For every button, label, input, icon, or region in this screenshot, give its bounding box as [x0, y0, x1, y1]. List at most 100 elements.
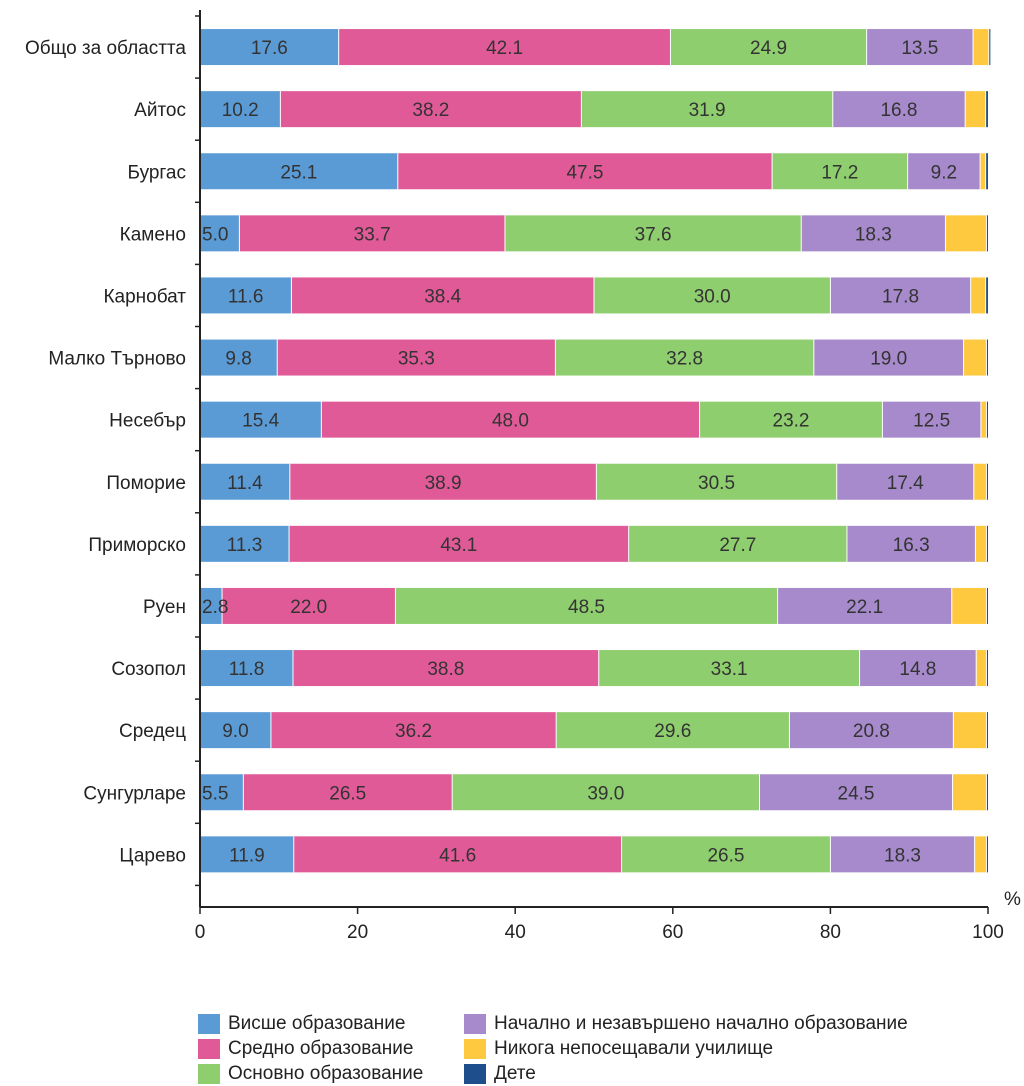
bar-segment — [596, 463, 837, 500]
bar-segment — [986, 401, 988, 438]
category-label: Средец — [119, 721, 186, 742]
bar-segment — [200, 215, 240, 252]
bar-segment — [621, 836, 831, 873]
category-label: Царево — [119, 845, 186, 866]
bar-segment — [976, 650, 987, 687]
legend-swatch — [464, 1064, 486, 1084]
data-label: 10.2 — [222, 100, 259, 121]
bar-segment — [986, 836, 988, 873]
bar-segment — [200, 277, 292, 314]
bar-segment — [986, 215, 988, 252]
bar-segment — [986, 650, 988, 687]
legend-label: Основно образование — [228, 1063, 424, 1084]
data-label: 17.2 — [821, 162, 858, 183]
bar-segment — [200, 29, 339, 66]
data-label: 19.0 — [870, 349, 907, 370]
data-label: 26.5 — [707, 845, 744, 866]
legend-label: Никога непосещавали училище — [494, 1038, 774, 1059]
legend-label: Средно образование — [228, 1038, 414, 1059]
bar-segment — [866, 29, 974, 66]
data-label: 17.6 — [251, 38, 288, 59]
bar-segment — [200, 650, 293, 687]
legend-label: Начално и незавършено начално образовани… — [494, 1013, 908, 1034]
bar-segment — [291, 277, 594, 314]
category-label: Айтос — [134, 100, 186, 121]
bar-segment — [200, 712, 271, 749]
legend-label: Дете — [494, 1063, 536, 1084]
bar-segment — [200, 401, 322, 438]
data-label: 37.6 — [635, 224, 672, 245]
bar-segment — [963, 339, 987, 376]
bar-segment — [200, 91, 281, 128]
data-label: 30.5 — [698, 473, 735, 494]
data-label: 29.6 — [654, 721, 691, 742]
bar-segment — [980, 401, 987, 438]
data-label: 38.9 — [425, 473, 462, 494]
bar-segment — [598, 650, 860, 687]
x-tick-label: 0 — [195, 922, 206, 943]
data-label: 11.3 — [227, 535, 263, 556]
bar-segment — [280, 91, 582, 128]
bar-segment — [975, 525, 987, 562]
bars-layer — [199, 29, 991, 873]
bar-segment — [243, 774, 453, 811]
category-label: Камено — [120, 224, 186, 245]
bar-segment — [836, 463, 974, 500]
category-label: Карнобат — [103, 286, 186, 307]
bar-segment — [846, 525, 976, 562]
category-label: Несебър — [109, 411, 186, 432]
bar-segment — [970, 277, 986, 314]
bar-segment — [452, 774, 760, 811]
bar-segment — [594, 277, 831, 314]
category-label: Руен — [143, 597, 186, 618]
data-label: 11.8 — [229, 659, 265, 680]
bar-segment — [759, 774, 953, 811]
x-tick-label: 100 — [972, 922, 1004, 943]
bar-segment — [397, 153, 773, 190]
data-label: 16.8 — [880, 100, 917, 121]
bar-segment — [321, 401, 700, 438]
x-axis-unit-label: % — [1004, 889, 1021, 910]
bar-segment — [985, 153, 988, 190]
legend-item: Основно образование — [198, 1062, 423, 1086]
data-label: 18.3 — [884, 845, 921, 866]
data-label: 22.0 — [290, 597, 327, 618]
data-label: 14.8 — [899, 659, 936, 680]
bar-segment — [965, 91, 986, 128]
data-label: 33.1 — [711, 659, 748, 680]
legend-swatch — [198, 1064, 220, 1084]
bar-segment — [556, 712, 790, 749]
data-label: 16.3 — [893, 535, 930, 556]
category-label: Малко Търново — [48, 349, 186, 370]
legend-swatch — [464, 1039, 486, 1059]
data-labels-layer: Общо за областта 17.6 42.1 24.9 13.5 Айтос 10.… — [25, 38, 957, 866]
bar-segment — [289, 525, 629, 562]
data-label: 31.9 — [689, 100, 726, 121]
bar-segment — [945, 215, 987, 252]
legend-item: Дете — [464, 1062, 536, 1086]
data-label: 18.3 — [855, 224, 892, 245]
bar-segment — [699, 401, 883, 438]
data-label: 38.8 — [427, 659, 464, 680]
bar-segment — [200, 339, 278, 376]
category-label: Бургас — [128, 162, 186, 183]
bar-segment — [988, 29, 991, 66]
legend-swatch — [198, 1039, 220, 1059]
bar-segment — [200, 463, 290, 500]
bar-segment — [985, 91, 988, 128]
data-label: 9.2 — [931, 162, 957, 183]
bar-segment — [986, 463, 988, 500]
category-label: Созопол — [111, 659, 186, 680]
category-label: Приморско — [88, 535, 186, 556]
bar-segment — [504, 215, 802, 252]
data-label: 9.8 — [225, 349, 251, 370]
category-label: Сунгурларе — [83, 783, 186, 804]
bar-segment — [789, 712, 954, 749]
data-label: 27.7 — [719, 535, 756, 556]
legend-swatch — [198, 1014, 220, 1034]
bar-segment — [581, 91, 833, 128]
bar-segment — [239, 215, 505, 252]
bar-segment — [293, 836, 622, 873]
data-label: 24.5 — [838, 783, 875, 804]
x-tick-label: 60 — [662, 922, 683, 943]
